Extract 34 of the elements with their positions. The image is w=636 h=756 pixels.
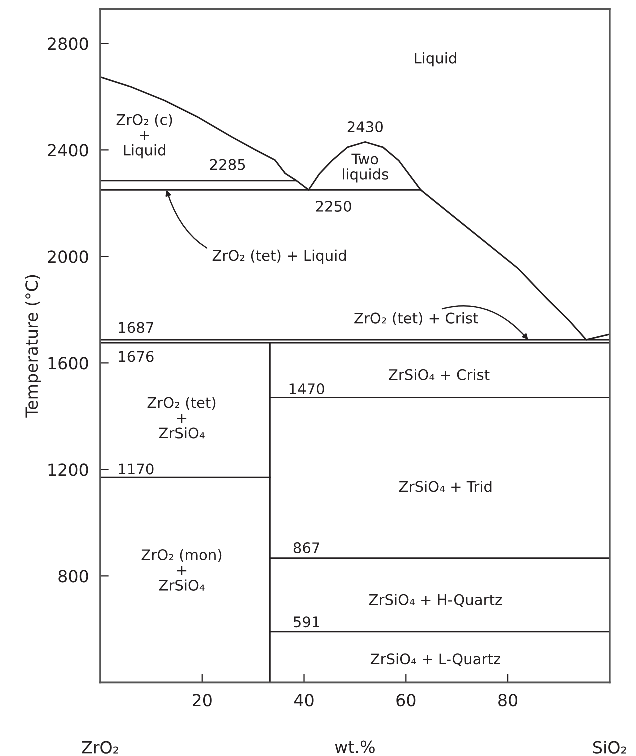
- annotation: ZrO₂ (tet) + Crist: [354, 312, 478, 326]
- y-tick-label: 2400: [48, 144, 88, 157]
- text: SiO₂: [594, 741, 626, 754]
- annotation: 591: [294, 616, 320, 628]
- x-tick-label: 80: [498, 694, 518, 707]
- y-tick-label: 1600: [48, 357, 88, 370]
- x-axis-title: wt.%: [335, 740, 375, 754]
- annotation: ZrSiO₄ + Trid: [399, 480, 492, 492]
- annotation: ZrO₂ (mon) + ZrSiO₄: [142, 549, 222, 591]
- y-tick-label: 2800: [48, 38, 88, 50]
- annotation: ZrO₂ (c) + Liquid: [116, 114, 172, 159]
- annotation: 867: [294, 542, 320, 554]
- annotation: Two liquids: [343, 154, 388, 183]
- annotation: ZrO₂ (tet) + ZrSiO₄: [148, 397, 216, 439]
- annotation: 2250: [316, 200, 352, 212]
- y-tick-label: 2000: [48, 250, 88, 264]
- x-tick-label: 20: [192, 694, 212, 707]
- annotation: 1676: [119, 351, 154, 362]
- annotation: 2430: [348, 122, 383, 133]
- annotation: ZrSiO₄ + Crist: [389, 369, 490, 380]
- x-tick-label: 40: [294, 694, 314, 707]
- y-tick-label: 800: [58, 570, 88, 583]
- annotation: ZrSiO₄ + H-Quartz: [369, 594, 502, 608]
- annotation: 1170: [119, 464, 154, 475]
- text: ZrO₂: [82, 741, 118, 754]
- x-tick-label: 60: [396, 694, 416, 707]
- annotation: 1687: [119, 322, 154, 334]
- annotation: Liquid: [415, 52, 456, 67]
- annotation: ZrO₂ (tet) + Liquid: [212, 250, 346, 264]
- annotation: ZrSiO₄ + L-Quartz: [370, 653, 500, 666]
- y-axis-title: Temperature (°C): [25, 275, 42, 418]
- y-tick-label: 1200: [48, 464, 88, 476]
- annotation: 1470: [290, 384, 324, 395]
- annotation: 2285: [210, 159, 246, 170]
